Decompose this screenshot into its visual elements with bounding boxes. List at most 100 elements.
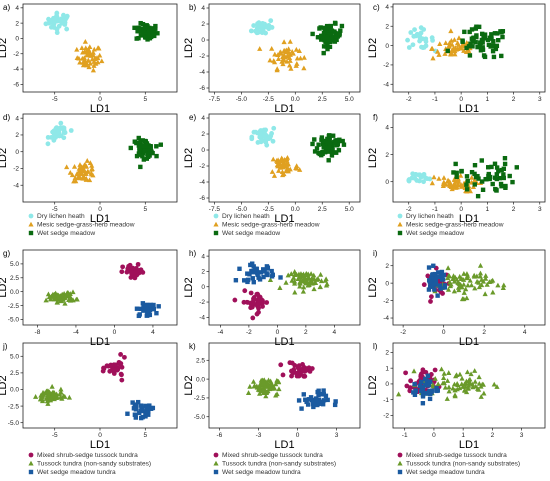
legend-entry: Dry lichen heath [222,213,270,220]
data-point [251,129,257,135]
data-point [474,33,479,38]
plot-frame [22,113,178,203]
data-point [446,370,452,375]
data-point [482,32,488,37]
data-point [321,30,327,36]
y-axis-label: LD2 [367,148,379,168]
data-point [284,154,291,160]
data-point [141,308,146,313]
data-point [66,291,72,297]
data-point [491,44,496,49]
y-tick-label: 0 [385,381,389,388]
data-point [271,173,278,178]
data-point [327,32,332,37]
data-point [302,365,308,371]
data-point [341,142,347,147]
data-point [317,26,322,31]
data-point [141,28,147,33]
data-point [70,289,76,295]
y-tick-label: 0 [201,147,205,154]
data-point [469,174,475,180]
panel-j: j) -5 0 5 -5.0 -2.5 0.0 2.5 5.0 LD1 LD2 [0,342,178,451]
data-point [432,375,438,381]
x-tick-label: -2 [406,206,412,213]
panel-l: l) -1 0 1 2 3 -2 -1 0 1 2 LD1 LD2 [367,342,546,451]
data-point [144,405,150,411]
data-point [285,161,291,167]
data-point [448,37,455,43]
x-tick-label: 0 [276,329,280,336]
data-point [464,275,470,281]
y-tick-label: -6 [199,195,205,202]
data-point [427,379,433,384]
data-point [321,50,326,56]
data-point [256,305,261,311]
y-tick-label: -2 [13,51,19,58]
data-point [77,162,83,167]
legend-entry: Dry lichen heath [406,213,454,220]
data-point [432,271,438,277]
data-point [431,263,436,268]
data-point [264,380,270,386]
data-point [479,282,485,288]
data-point [50,129,55,135]
y-tick-label: -2 [199,53,205,60]
panel-label: k) [189,342,196,351]
data-point [453,161,458,167]
data-point [328,35,334,40]
data-point [419,379,424,385]
data-point [411,390,416,395]
data-point [451,278,457,284]
y-tick-label: 0 [385,43,389,50]
data-point [132,139,137,144]
panel-d: d) -5 0 5 -4 -2 0 2 4 LD1 LD2 [0,113,178,225]
data-point [285,272,291,278]
data-point [461,277,467,282]
data-point [494,165,500,170]
y-tick-label: 2 [201,269,205,276]
points [248,18,345,73]
legend-entry: Tussock tundra (non-sandy substrates) [406,461,520,468]
data-point [336,148,342,153]
data-point [306,275,312,281]
x-tick-label: -2.5 [263,96,275,103]
data-point [500,34,505,40]
data-point [273,392,279,398]
data-point [318,271,324,277]
data-point [428,372,434,377]
data-point [276,168,282,173]
data-point [443,40,449,46]
data-point [59,395,65,401]
data-point [291,275,297,280]
data-point [432,275,437,280]
data-point [448,51,454,57]
data-point [322,25,327,31]
data-point [494,43,500,49]
data-point [497,175,503,181]
legend-entry: Dry lichen heath [37,213,85,220]
data-point [459,168,464,174]
data-point [64,164,70,170]
data-point [496,169,501,174]
data-point [76,173,83,179]
data-point [251,23,257,28]
data-point [117,362,123,367]
data-point [248,290,254,296]
data-point [271,385,277,391]
data-point [287,38,293,44]
data-point [154,310,159,316]
data-point [481,390,487,396]
data-point [145,143,150,149]
data-point [329,153,335,158]
data-point [143,306,149,311]
data-point [241,299,247,305]
data-point [283,168,289,174]
y-axis-label: LD2 [183,375,195,395]
points [249,125,347,178]
data-point [411,368,417,374]
data-point [327,44,333,50]
data-point [301,65,307,71]
legend-left: Dry lichen heath Mesic sedge-grass-herb m… [28,213,135,237]
data-point [477,262,484,268]
data-point [333,150,338,155]
